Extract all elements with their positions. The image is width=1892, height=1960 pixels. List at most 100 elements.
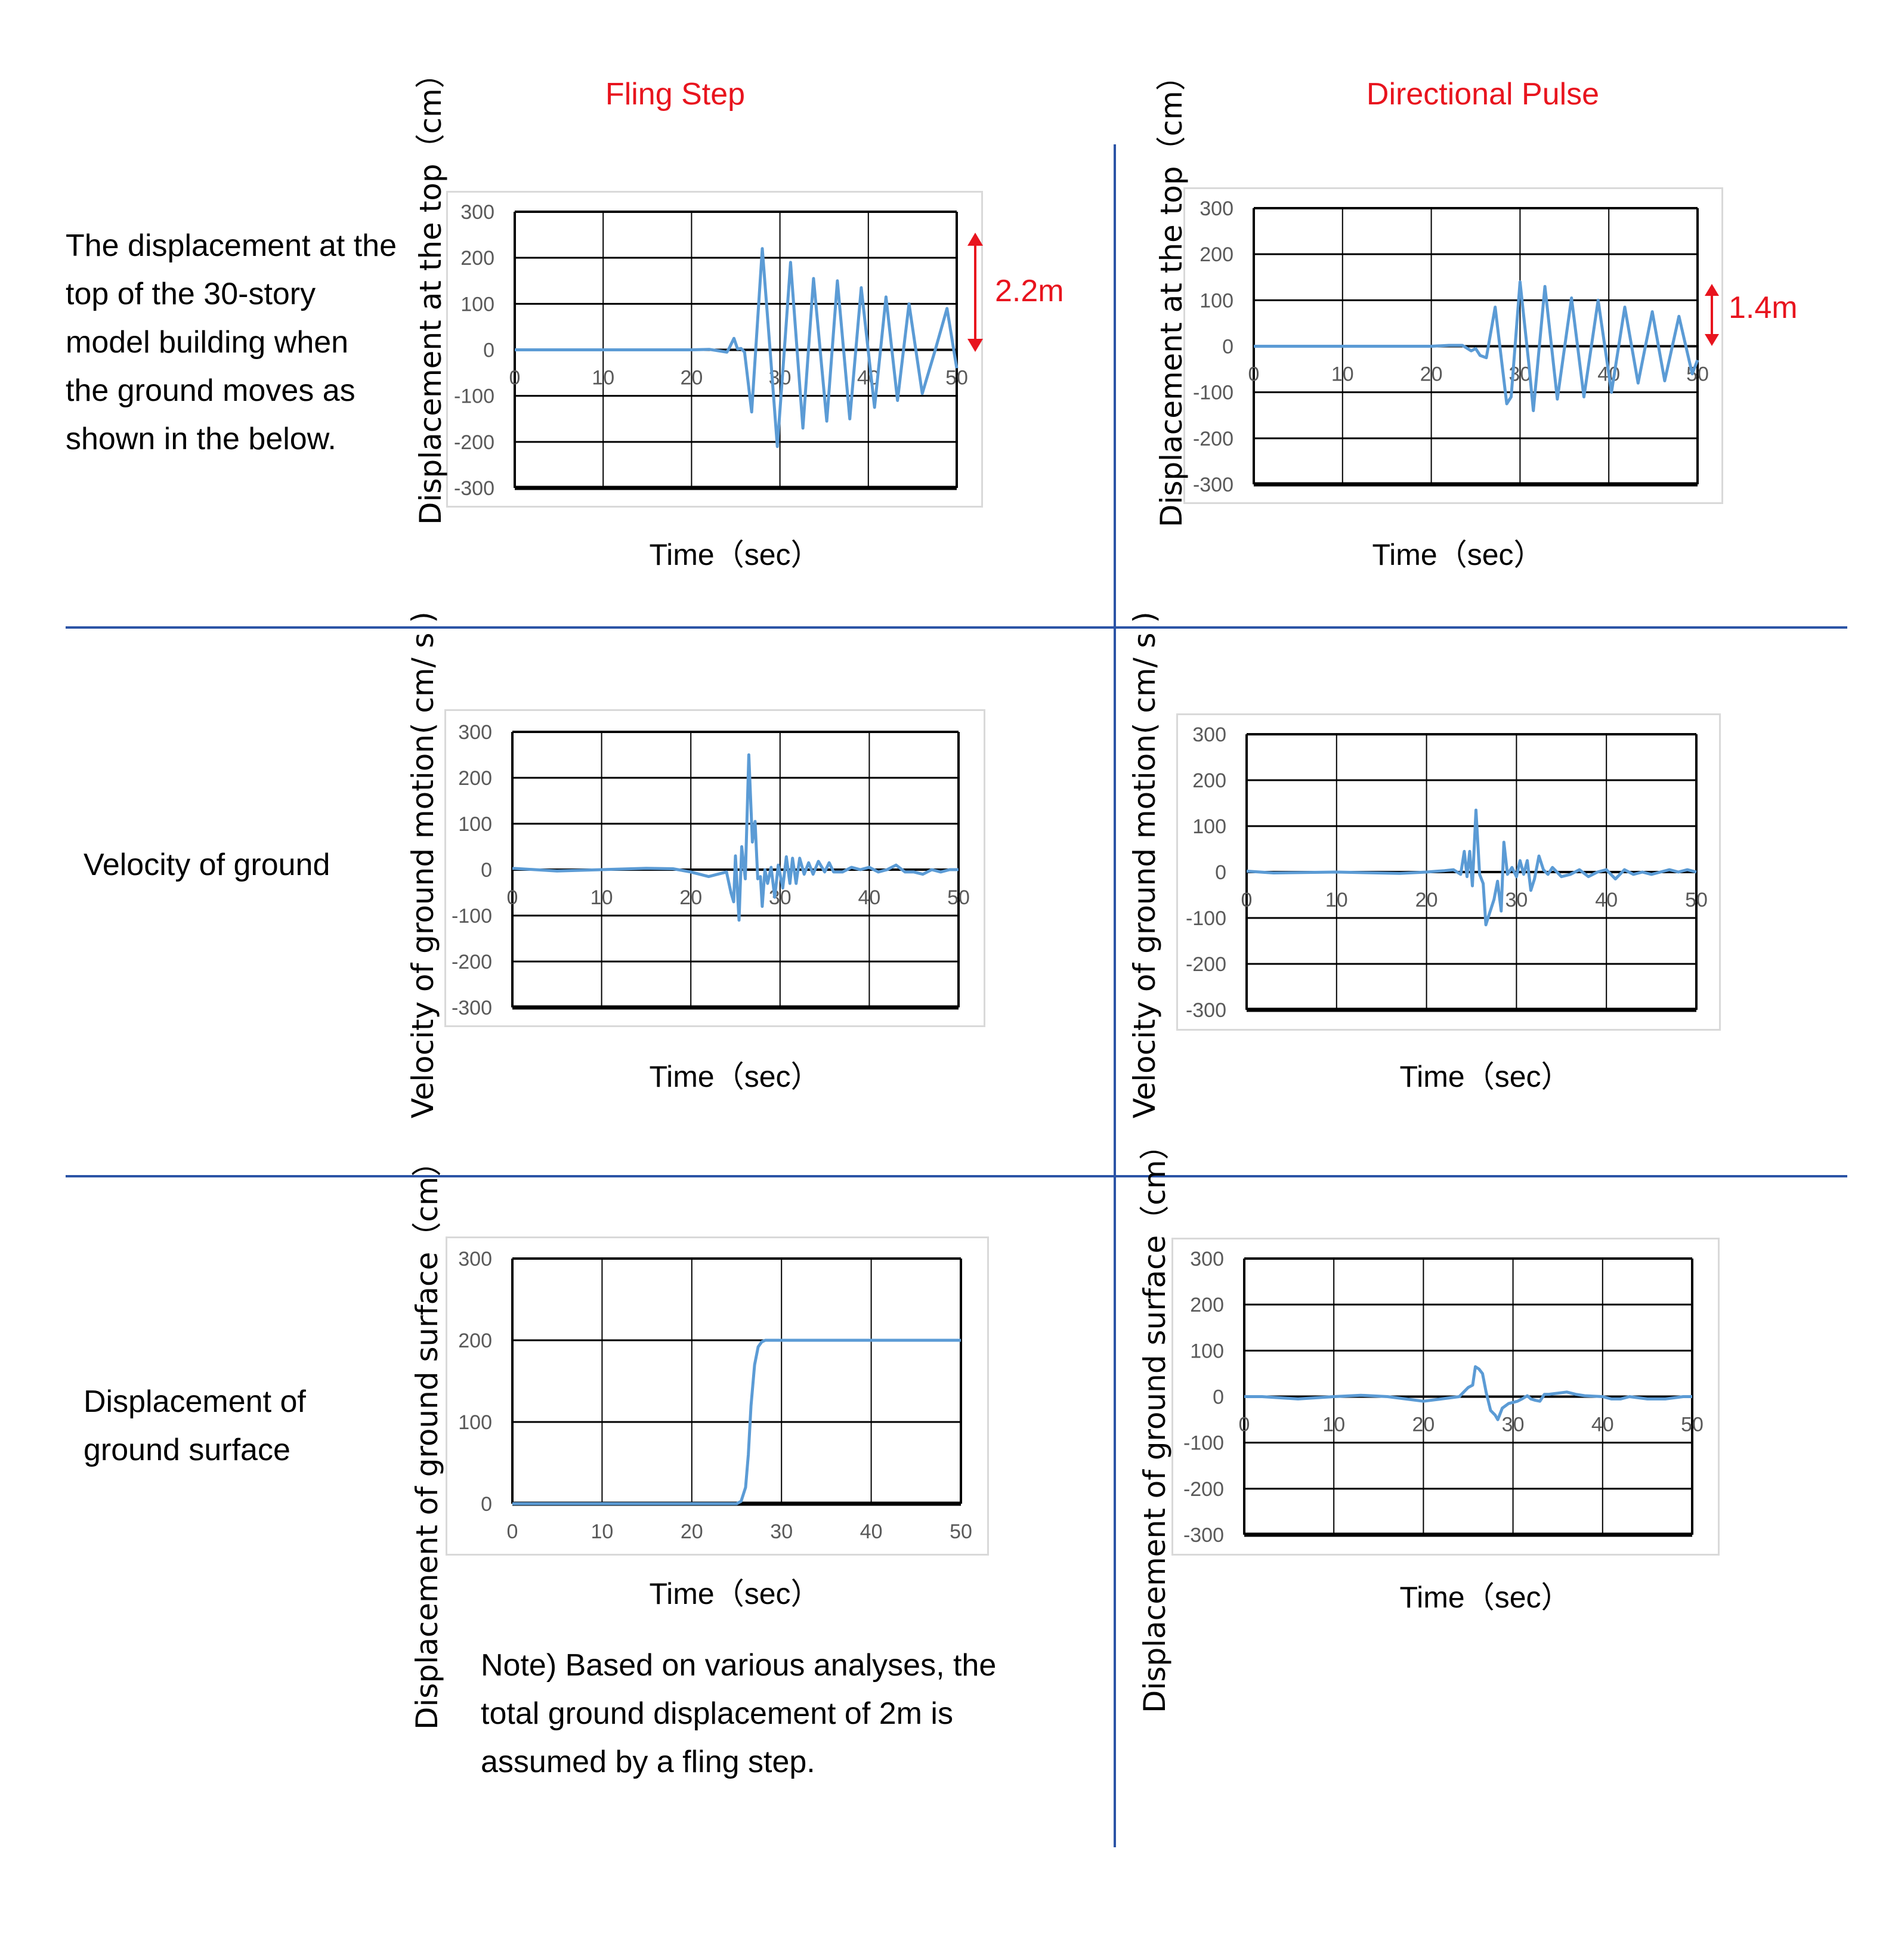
row-label-top-displacement: The displacement at the top of the 30-st… xyxy=(66,228,397,456)
x-tick-label: 10 xyxy=(591,1520,613,1543)
y-tick-label: -100 xyxy=(1183,1432,1224,1455)
x-tick-label: 20 xyxy=(1420,363,1443,386)
chart-panel-pulse-top-displacement: 300 200 100 0 -100 -200 -300 0 10 20 30 40 50 xyxy=(1183,187,1723,504)
y-tick-label: 100 xyxy=(1192,815,1226,838)
series-line xyxy=(512,753,959,922)
y-tick-label: 0 xyxy=(481,859,492,882)
chart-fling-ground-displacement: 300 200 100 00 10 20 30 40 50 xyxy=(458,1248,972,1543)
y-tick-label: 0 xyxy=(1213,1386,1224,1409)
y-tick-label: 0 xyxy=(483,339,494,362)
chart-panel-fling-top-displacement: 300 200 100 0 -100 -200 -300 0 10 20 30 40 50 xyxy=(446,191,983,508)
x-tick-label: 0 xyxy=(509,367,521,389)
x-tick-label: 40 xyxy=(1595,889,1618,911)
y-tick-label: 300 xyxy=(1192,724,1226,746)
chart-pulse-ground-displacement: 300 200 100 0 -100 -200 -300 0 10 20 30 40 50 xyxy=(1183,1248,1704,1547)
y-tick-label: 100 xyxy=(458,813,492,836)
x-tick-label: 30 xyxy=(1505,889,1528,911)
arrow-up-head xyxy=(967,233,983,246)
y-tick-label: 200 xyxy=(1199,243,1233,266)
x-tick-label: 50 xyxy=(947,886,970,909)
x-tick-label: 20 xyxy=(1412,1414,1435,1436)
x-tick-label: 30 xyxy=(769,886,792,909)
xlabel-pulse-ground-displacement: Time（sec） xyxy=(1399,1581,1571,1614)
y-tick-label: 300 xyxy=(1190,1248,1224,1270)
series-line xyxy=(1246,808,1697,926)
y-tick-label: -300 xyxy=(452,997,492,1019)
x-tick-label: 50 xyxy=(950,1520,972,1543)
arrow-down-head xyxy=(967,339,983,352)
amplitude-arrow-fling xyxy=(967,233,983,352)
ylabel-pulse-ground-displacement: Displacement of ground surface（cm） xyxy=(1137,1130,1172,1714)
y-tick-label: -200 xyxy=(454,431,494,454)
x-tick-label: 40 xyxy=(858,886,880,909)
x-tick-label: 50 xyxy=(1681,1414,1704,1436)
y-tick-label: -100 xyxy=(1186,907,1226,930)
x-tick-label: 10 xyxy=(591,886,613,909)
y-tick-label: 200 xyxy=(458,1330,492,1352)
arrow-up-head xyxy=(1705,284,1719,296)
chart-pulse-ground-velocity: 300 200 100 0 -100 -200 -300 0 10 20 30 40 50 xyxy=(1186,724,1708,1022)
y-tick-label: 100 xyxy=(1199,289,1233,312)
x-tick-label: 0 xyxy=(1241,889,1253,911)
x-tick-label: 50 xyxy=(945,367,968,389)
xlabel-pulse-top-displacement: Time（sec） xyxy=(1372,538,1544,571)
x-tick-label: 20 xyxy=(679,886,702,909)
x-tick-label: 10 xyxy=(1331,363,1354,386)
amplitude-label-pulse: 1.4m xyxy=(1729,290,1798,325)
y-tick-label: -100 xyxy=(454,385,494,408)
y-tick-label: 300 xyxy=(458,1248,492,1270)
y-tick-label: -100 xyxy=(1193,382,1233,404)
column-title-fling-step: Fling Step xyxy=(605,77,746,112)
y-tick-label: 200 xyxy=(458,767,492,790)
ylabel-fling-ground-displacement: Displacement of ground surface（cm） xyxy=(410,1146,444,1730)
x-tick-label: 50 xyxy=(1685,889,1708,911)
series-line xyxy=(1244,1365,1692,1421)
row-label-ground-displacement: Displacement of ground surface xyxy=(84,1384,306,1467)
row-divider-1 xyxy=(66,626,1847,629)
ylabel-pulse-top-displacement: Displacement at the top（cm） xyxy=(1154,61,1189,527)
y-tick-label: 200 xyxy=(1192,769,1226,792)
note-text: Note) Based on various analyses, the tot… xyxy=(481,1648,997,1779)
y-tick-label: 0 xyxy=(481,1493,492,1516)
x-tick-label: 0 xyxy=(1239,1414,1250,1436)
chart-panel-fling-ground-displacement: 300 200 100 0 0 10 20 30 40 50 xyxy=(446,1236,989,1556)
y-tick-label: -200 xyxy=(1186,953,1226,976)
series-line xyxy=(512,1338,961,1505)
x-tick-label: 40 xyxy=(860,1520,883,1543)
chart-panel-pulse-ground-velocity: 300 200 100 0 -100 -200 -300 0 10 20 30 40 50 xyxy=(1176,713,1721,1031)
y-tick-label: 100 xyxy=(460,293,494,316)
row-divider-2 xyxy=(66,1175,1847,1177)
y-tick-label: 300 xyxy=(460,201,494,224)
y-tick-label: -200 xyxy=(452,951,492,973)
y-tick-label: 100 xyxy=(1190,1340,1224,1362)
x-tick-label: 0 xyxy=(507,886,518,909)
y-tick-label: 100 xyxy=(458,1411,492,1434)
column-divider xyxy=(1114,144,1116,1847)
y-tick-label: 300 xyxy=(1199,197,1233,220)
ylabel-pulse-ground-velocity: Velocity of ground motion( cm/ s ) xyxy=(1127,611,1162,1118)
ylabel-fling-top-displacement: Displacement at the top（cm） xyxy=(413,58,448,525)
arrow-down-head xyxy=(1705,334,1719,346)
y-tick-label: -300 xyxy=(1186,999,1226,1022)
ylabel-fling-ground-velocity: Velocity of ground motion( cm/ s ) xyxy=(406,611,440,1118)
x-tick-label: 20 xyxy=(1415,889,1438,911)
column-title-directional-pulse: Directional Pulse xyxy=(1366,77,1600,112)
row-label-ground-velocity: Velocity of ground xyxy=(84,848,330,882)
chart-panel-pulse-ground-displacement: 300 200 100 0 -100 -200 -300 0 10 20 30 40 50 xyxy=(1171,1238,1720,1556)
x-tick-label: 10 xyxy=(1325,889,1348,911)
xlabel-fling-ground-velocity: Time（sec） xyxy=(649,1060,821,1093)
xlabel-pulse-ground-velocity: Time（sec） xyxy=(1399,1060,1571,1093)
amplitude-label-fling: 2.2m xyxy=(995,274,1064,308)
x-tick-label: 40 xyxy=(1591,1414,1614,1436)
x-tick-label: 0 xyxy=(1248,363,1260,386)
amplitude-arrow-pulse xyxy=(1705,284,1719,346)
y-tick-label: -300 xyxy=(1193,474,1233,496)
y-tick-label: 200 xyxy=(1190,1294,1224,1316)
series-line xyxy=(1254,280,1699,412)
x-tick-label: 10 xyxy=(592,367,614,389)
y-tick-label: -300 xyxy=(454,477,494,500)
y-tick-label: 0 xyxy=(1222,336,1233,358)
x-tick-label: 20 xyxy=(681,1520,703,1543)
